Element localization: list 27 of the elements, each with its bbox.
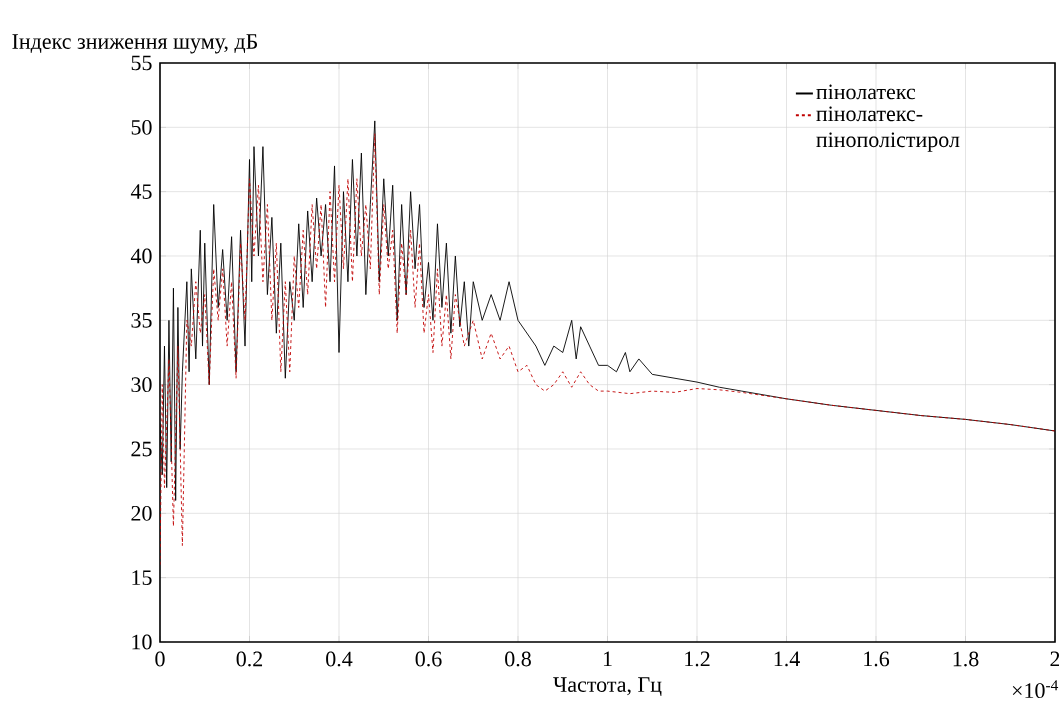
x-tick-label: 0.8: [505, 651, 531, 667]
text: ×10$^{-4}$: [1012, 680, 1059, 699]
y-tick-label: 15: [132, 570, 152, 586]
y-tick-label: 40: [130, 248, 152, 264]
y-tick-label: 45: [130, 184, 152, 200]
legend-label: пінолатекс: [816, 84, 916, 100]
y-tick-label: 55: [131, 55, 152, 71]
x-tick-label: 0.2: [236, 651, 263, 667]
line-series: [160, 133, 1056, 566]
y-tick-label: 20: [131, 505, 152, 521]
x-tick-label: 1.6: [864, 651, 890, 667]
x-tick-label: 1.8: [953, 651, 979, 667]
x-tick-label: 0.4: [326, 651, 353, 667]
x-tick-label: 1.2: [685, 651, 710, 667]
x-tick-label: 1: [603, 651, 612, 667]
x-tick-label: 0.6: [415, 651, 442, 667]
x-tick-label: 1.4: [774, 651, 800, 667]
y-tick-label: 10: [132, 634, 152, 650]
x-axis-title: Частота, Гц: [553, 677, 662, 696]
x-tick-label: 2: [1050, 651, 1059, 667]
legend-label: пінолатекс-пінополістирол: [816, 106, 960, 152]
x-tick-label: 0: [155, 651, 165, 667]
y-tick-label: 35: [131, 312, 152, 328]
y-axis-title: Індекс зниження шуму, дБ: [12, 34, 257, 54]
y-tick-label: 50: [131, 119, 152, 135]
y-tick-label: 25: [131, 441, 152, 457]
y-tick-label: 30: [131, 377, 152, 393]
